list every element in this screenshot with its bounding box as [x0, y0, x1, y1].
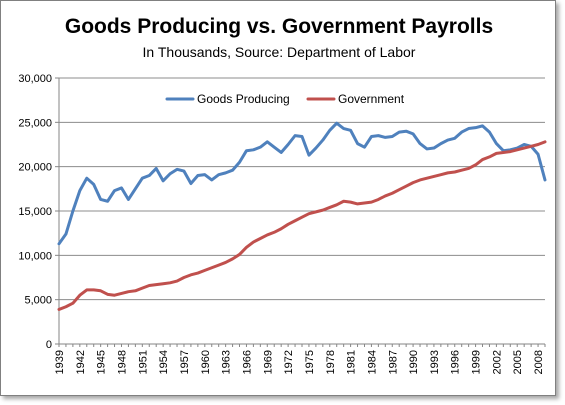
y-tick-label: 20,000 [18, 162, 52, 174]
legend: Goods Producing Government [165, 92, 405, 106]
x-tick-label: 1966 [241, 350, 253, 374]
x-tick-label: 1942 [75, 350, 87, 374]
x-tick-label: 1951 [137, 350, 149, 374]
series-line-government [57, 140, 547, 311]
series-line-goods-producing [57, 121, 547, 246]
y-tick-label: 5,000 [24, 295, 52, 307]
y-axis: 0 5,000 10,000 15,000 20,000 25,000 30,000 [18, 73, 60, 351]
x-tick-label: 1963 [221, 350, 233, 374]
y-tick-label: 10,000 [18, 250, 52, 262]
x-tick-label: 1996 [450, 350, 462, 374]
chart-subtitle: In Thousands, Source: Department of Labo… [142, 44, 416, 60]
x-tick-label: 1948 [116, 350, 128, 374]
x-axis: 1939 1942 1945 1948 1951 1954 1957 1960 1963 1966… [54, 343, 546, 374]
x-tick-label: 2008 [533, 350, 545, 374]
x-tick-label: 1945 [96, 350, 108, 374]
y-tick-label: 25,000 [18, 117, 52, 129]
x-tick-label: 1957 [179, 350, 191, 374]
gridlines [59, 77, 545, 301]
x-tick-label: 1939 [54, 350, 66, 374]
x-tick-label: 1954 [158, 350, 170, 374]
x-tick-label: 1972 [283, 350, 295, 374]
x-tick-label: 1984 [366, 350, 378, 374]
series-lines [57, 121, 547, 311]
x-tick-label: 1993 [429, 350, 441, 374]
x-tick-label: 1990 [408, 350, 420, 374]
y-tick-label: 30,000 [18, 73, 52, 85]
chart-title: Goods Producing vs. Government Payrolls [64, 15, 494, 38]
x-tick-label: 1975 [304, 350, 316, 374]
x-tick-label: 1969 [262, 350, 274, 374]
x-tick-label: 1981 [346, 350, 358, 374]
chart-frame: Goods Producing vs. Government Payrolls … [0, 0, 556, 396]
x-tick-label: 1978 [325, 350, 337, 374]
legend-label: Goods Producing [197, 92, 290, 106]
y-tick-label: 0 [46, 339, 52, 351]
x-tick-label: 1987 [387, 350, 399, 374]
y-tick-label: 15,000 [18, 206, 52, 218]
x-tick-label: 1960 [200, 350, 212, 374]
x-tick-label: 2002 [491, 350, 503, 374]
x-tick-label: 2005 [512, 350, 524, 374]
legend-label: Government [338, 92, 405, 106]
x-tick-label: 1999 [471, 350, 483, 374]
